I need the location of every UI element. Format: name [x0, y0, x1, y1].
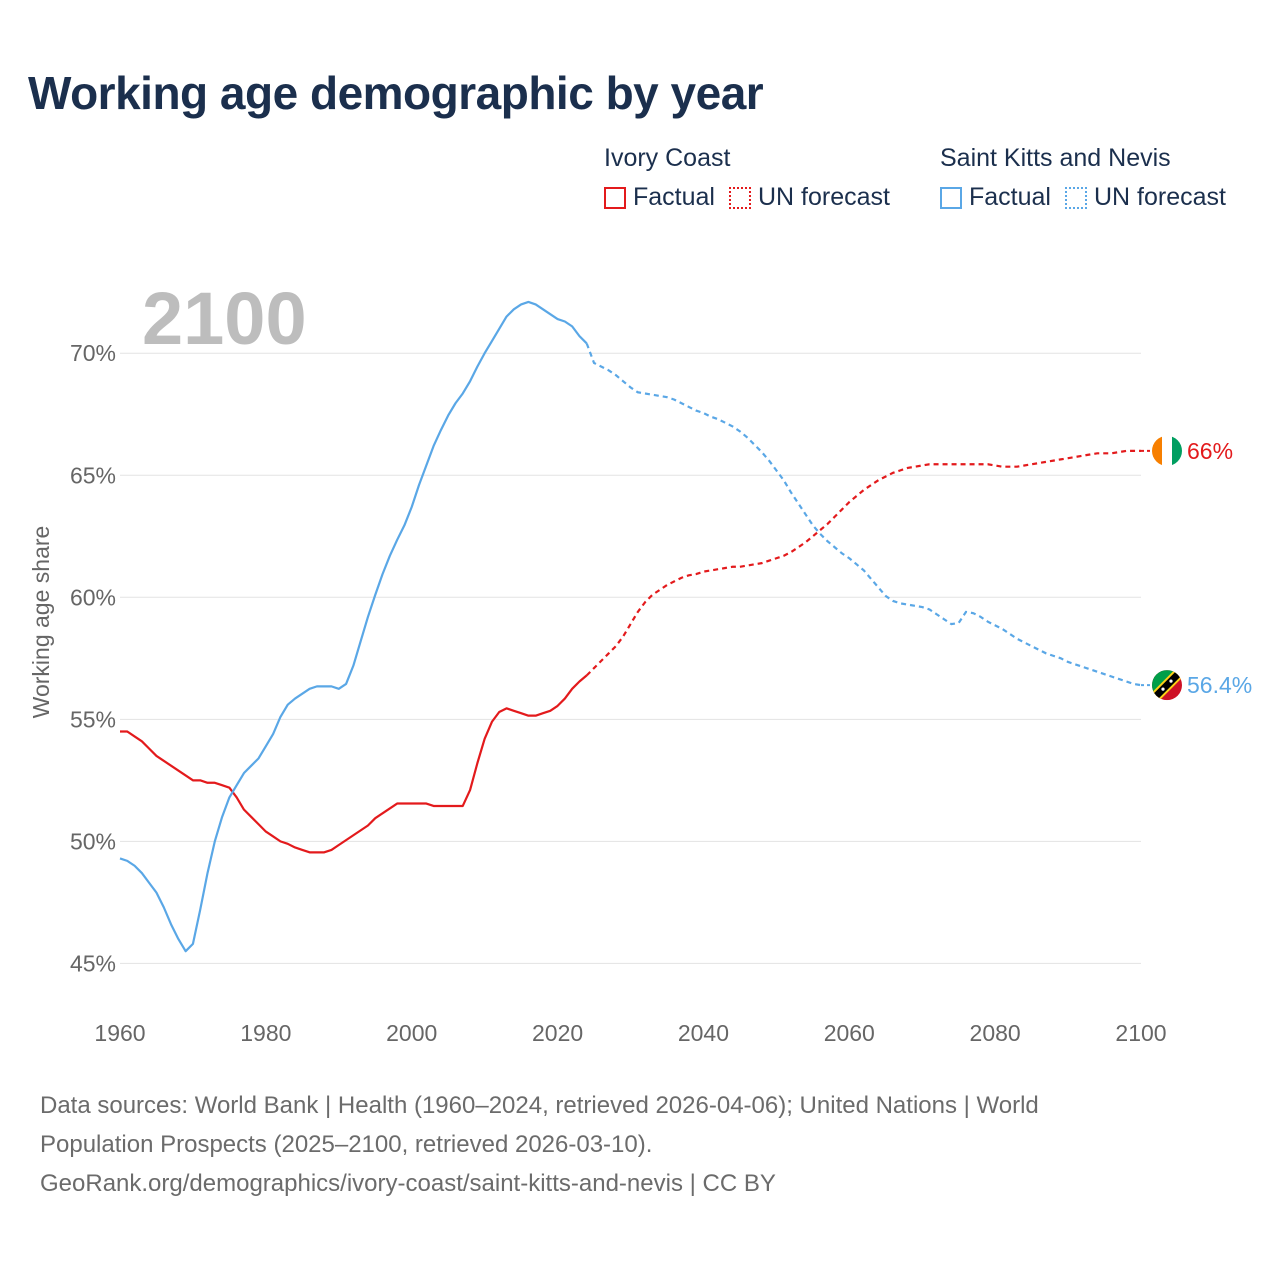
series-line-forecast: [585, 343, 1142, 687]
series-lines: [119, 300, 1142, 953]
x-tick-label: 2080: [970, 1020, 1021, 1046]
legend-group-title: Ivory Coast: [604, 144, 731, 172]
series-line-factual: [120, 674, 588, 854]
x-tick-label: 1980: [240, 1020, 291, 1046]
footer-line: GeoRank.org/demographics/ivory-coast/sai…: [40, 1170, 776, 1197]
year-watermark: 2100: [142, 277, 307, 360]
flag-star: [1161, 687, 1165, 691]
legend-item-ivory-coast-factual[interactable]: Factual: [604, 183, 715, 212]
flag-star: [1169, 679, 1173, 683]
saint-kitts-and-nevis-flag-icon: [1152, 670, 1182, 701]
flag-stripe: [1172, 435, 1182, 466]
y-axis-ticks: 45% 50% 55% 60% 65% 70%: [70, 340, 116, 976]
y-tick-label: 55%: [70, 706, 116, 732]
series-line-factual: [119, 300, 588, 953]
x-tick-label: 2020: [532, 1020, 583, 1046]
flag-body: [1152, 435, 1182, 466]
legend-item-label: UN forecast: [757, 183, 890, 211]
ivory-coast-flag-icon: [1152, 435, 1182, 466]
end-labels: 66% 56.4%: [1141, 435, 1252, 701]
legend-item-label: Factual: [633, 183, 715, 211]
x-tick-label: 1960: [94, 1020, 145, 1046]
x-tick-label: 2060: [824, 1020, 875, 1046]
legend-swatch-solid-icon: [604, 186, 626, 209]
legend-item-skn-forecast[interactable]: UN forecast: [1064, 183, 1226, 212]
x-axis-ticks: 1960 1980 2000 2020 2040 2060 2080 2100: [94, 1020, 1166, 1046]
legend-item-label: Factual: [969, 183, 1051, 211]
x-tick-label: 2100: [1115, 1020, 1166, 1046]
y-tick-label: 65%: [70, 462, 116, 488]
legend-group-title: Saint Kitts and Nevis: [940, 144, 1171, 172]
y-tick-label: 50%: [70, 828, 116, 854]
legend-swatch-dotted-icon: [728, 186, 751, 209]
series-line-forecast: [585, 449, 1141, 677]
end-value-label: 66%: [1187, 438, 1233, 464]
flag-stripe: [1152, 435, 1162, 466]
legend-swatch-solid-icon: [940, 186, 962, 209]
end-value-label: 56.4%: [1187, 672, 1252, 698]
legend-item-ivory-coast-forecast[interactable]: UN forecast: [728, 183, 890, 212]
flag-stripe: [1162, 435, 1172, 466]
y-tick-label: 60%: [70, 584, 116, 610]
footer-line: Population Prospects (2025–2100, retriev…: [40, 1131, 653, 1158]
line-chart: 2100 45% 50% 55% 60% 65% 70% 1960 1980 2000 2020…: [28, 277, 1252, 1046]
x-tick-label: 2040: [678, 1020, 729, 1046]
y-tick-label: 45%: [70, 950, 116, 976]
footer-sources: Data sources: World Bank | Health (1960–…: [40, 1086, 1240, 1203]
y-axis-label: Working age share: [28, 526, 54, 719]
legend-group-saint-kitts-and-nevis: Saint Kitts and Nevis Factual UN forecas…: [940, 144, 1240, 212]
footer-line: Data sources: World Bank | Health (1960–…: [40, 1092, 1039, 1119]
x-tick-label: 2000: [386, 1020, 437, 1046]
legend-item-label: UN forecast: [1093, 183, 1226, 211]
flag-body: [1152, 670, 1182, 701]
legend-swatch-dotted-icon: [1064, 186, 1087, 209]
y-tick-label: 70%: [70, 340, 116, 366]
legend-item-skn-factual[interactable]: Factual: [940, 183, 1051, 212]
gridlines: [120, 352, 1141, 964]
legend-group-ivory-coast: Ivory Coast Factual UN forecast: [604, 144, 904, 212]
chart-title: Working age demographic by year: [28, 67, 764, 119]
